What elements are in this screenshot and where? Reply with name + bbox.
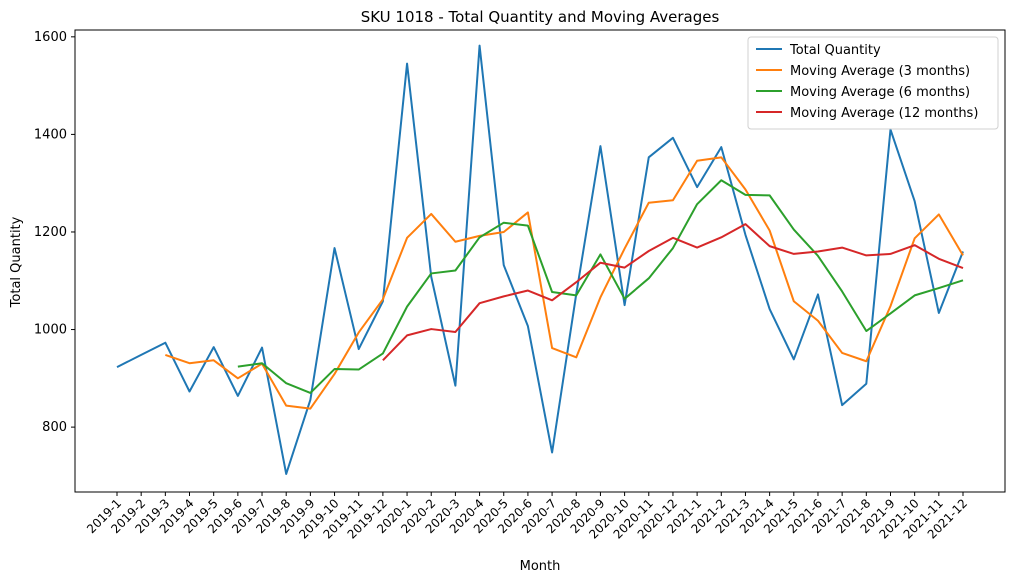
y-axis-ticks: 800 1000 1200 1400 1600 [34, 30, 75, 435]
series-line-3 [237, 179, 964, 394]
series-line-4 [382, 223, 964, 361]
y-tick-label: 1600 [34, 30, 67, 45]
y-tick-label: 1200 [34, 225, 67, 240]
y-axis-label: Total Quantity [9, 216, 24, 308]
series-line-2 [165, 156, 964, 410]
legend-label: Moving Average (3 months) [790, 64, 970, 79]
axes-frame [74, 29, 1006, 493]
series-line-1 [116, 44, 964, 475]
y-tick-label: 1400 [34, 127, 67, 142]
x-axis-ticks: 2019-12019-22019-32019-42019-52019-62019… [84, 492, 970, 542]
chart-title: SKU 1018 - Total Quantity and Moving Ave… [361, 8, 720, 26]
legend-box [747, 36, 999, 130]
legend: Total Quantity Moving Average (3 months) M… [747, 36, 999, 130]
legend-label: Moving Average (6 months) [790, 85, 970, 100]
x-axis-label: Month [520, 559, 561, 574]
y-tick-label: 1000 [34, 323, 67, 338]
legend-label: Total Quantity [789, 43, 881, 58]
plot-area-frame [74, 29, 1006, 493]
legend-label: Moving Average (12 months) [790, 106, 978, 121]
series-lines [116, 44, 964, 475]
y-tick-label: 800 [42, 420, 67, 435]
